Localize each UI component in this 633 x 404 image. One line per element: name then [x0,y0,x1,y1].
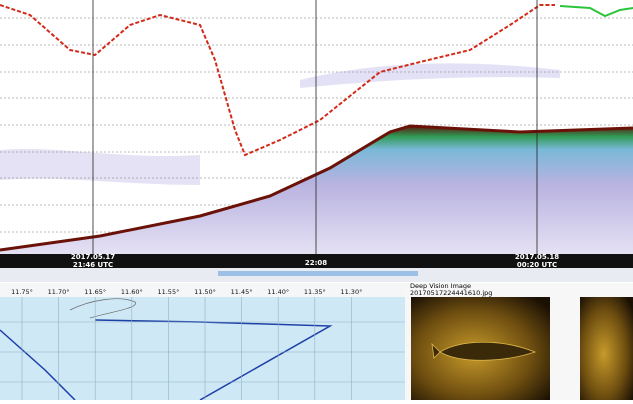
start-date: 2017.05.17 [71,253,115,261]
towfish-track [0,4,555,157]
scatter-layer [300,63,560,88]
image-title: Deep Vision Image [410,282,471,290]
longitude-label: 11.50° [194,288,216,296]
map-header [0,283,405,297]
time-bar [0,254,633,268]
seabed-line [0,124,633,252]
longitude-label: 11.70° [48,288,70,296]
longitude-label: 11.75° [11,288,33,296]
scroll-thumb[interactable] [218,271,418,276]
longitude-label: 11.55° [157,288,179,296]
seabed [0,126,633,256]
longitude-label: 11.60° [121,288,143,296]
towfish-track [559,5,633,18]
echogram: 2017.05.17 21:46 UTC 22:08 2017.05.18 00… [0,0,633,282]
end-date: 2017.05.18 [515,253,559,261]
map-panel: 11.75° 11.70° 11.65° 11.60° 11.55° 11.50° 11.4… [0,283,405,401]
scatter-layer [0,148,200,185]
longitude-label: 11.40° [267,288,289,296]
fish-image[interactable] [580,297,633,400]
ship-track [0,329,76,401]
map-bg [0,283,405,400]
longitude-label: 11.30° [340,288,362,296]
longitude-label: 11.35° [304,288,326,296]
ship-track [94,319,333,401]
time-markers [92,0,538,268]
longitude-label: 11.45° [231,288,253,296]
mid-time: 22:08 [305,259,327,267]
end-time: 00:20 UTC [517,261,557,269]
image-filename: 20170517224441610.jpg [410,289,492,297]
start-time: 21:46 UTC [73,261,113,269]
contour [69,298,136,319]
longitude-label: 11.65° [84,288,106,296]
image-panel: Deep Vision Image 20170517224441610.jpg [405,282,633,400]
fish [431,341,537,361]
